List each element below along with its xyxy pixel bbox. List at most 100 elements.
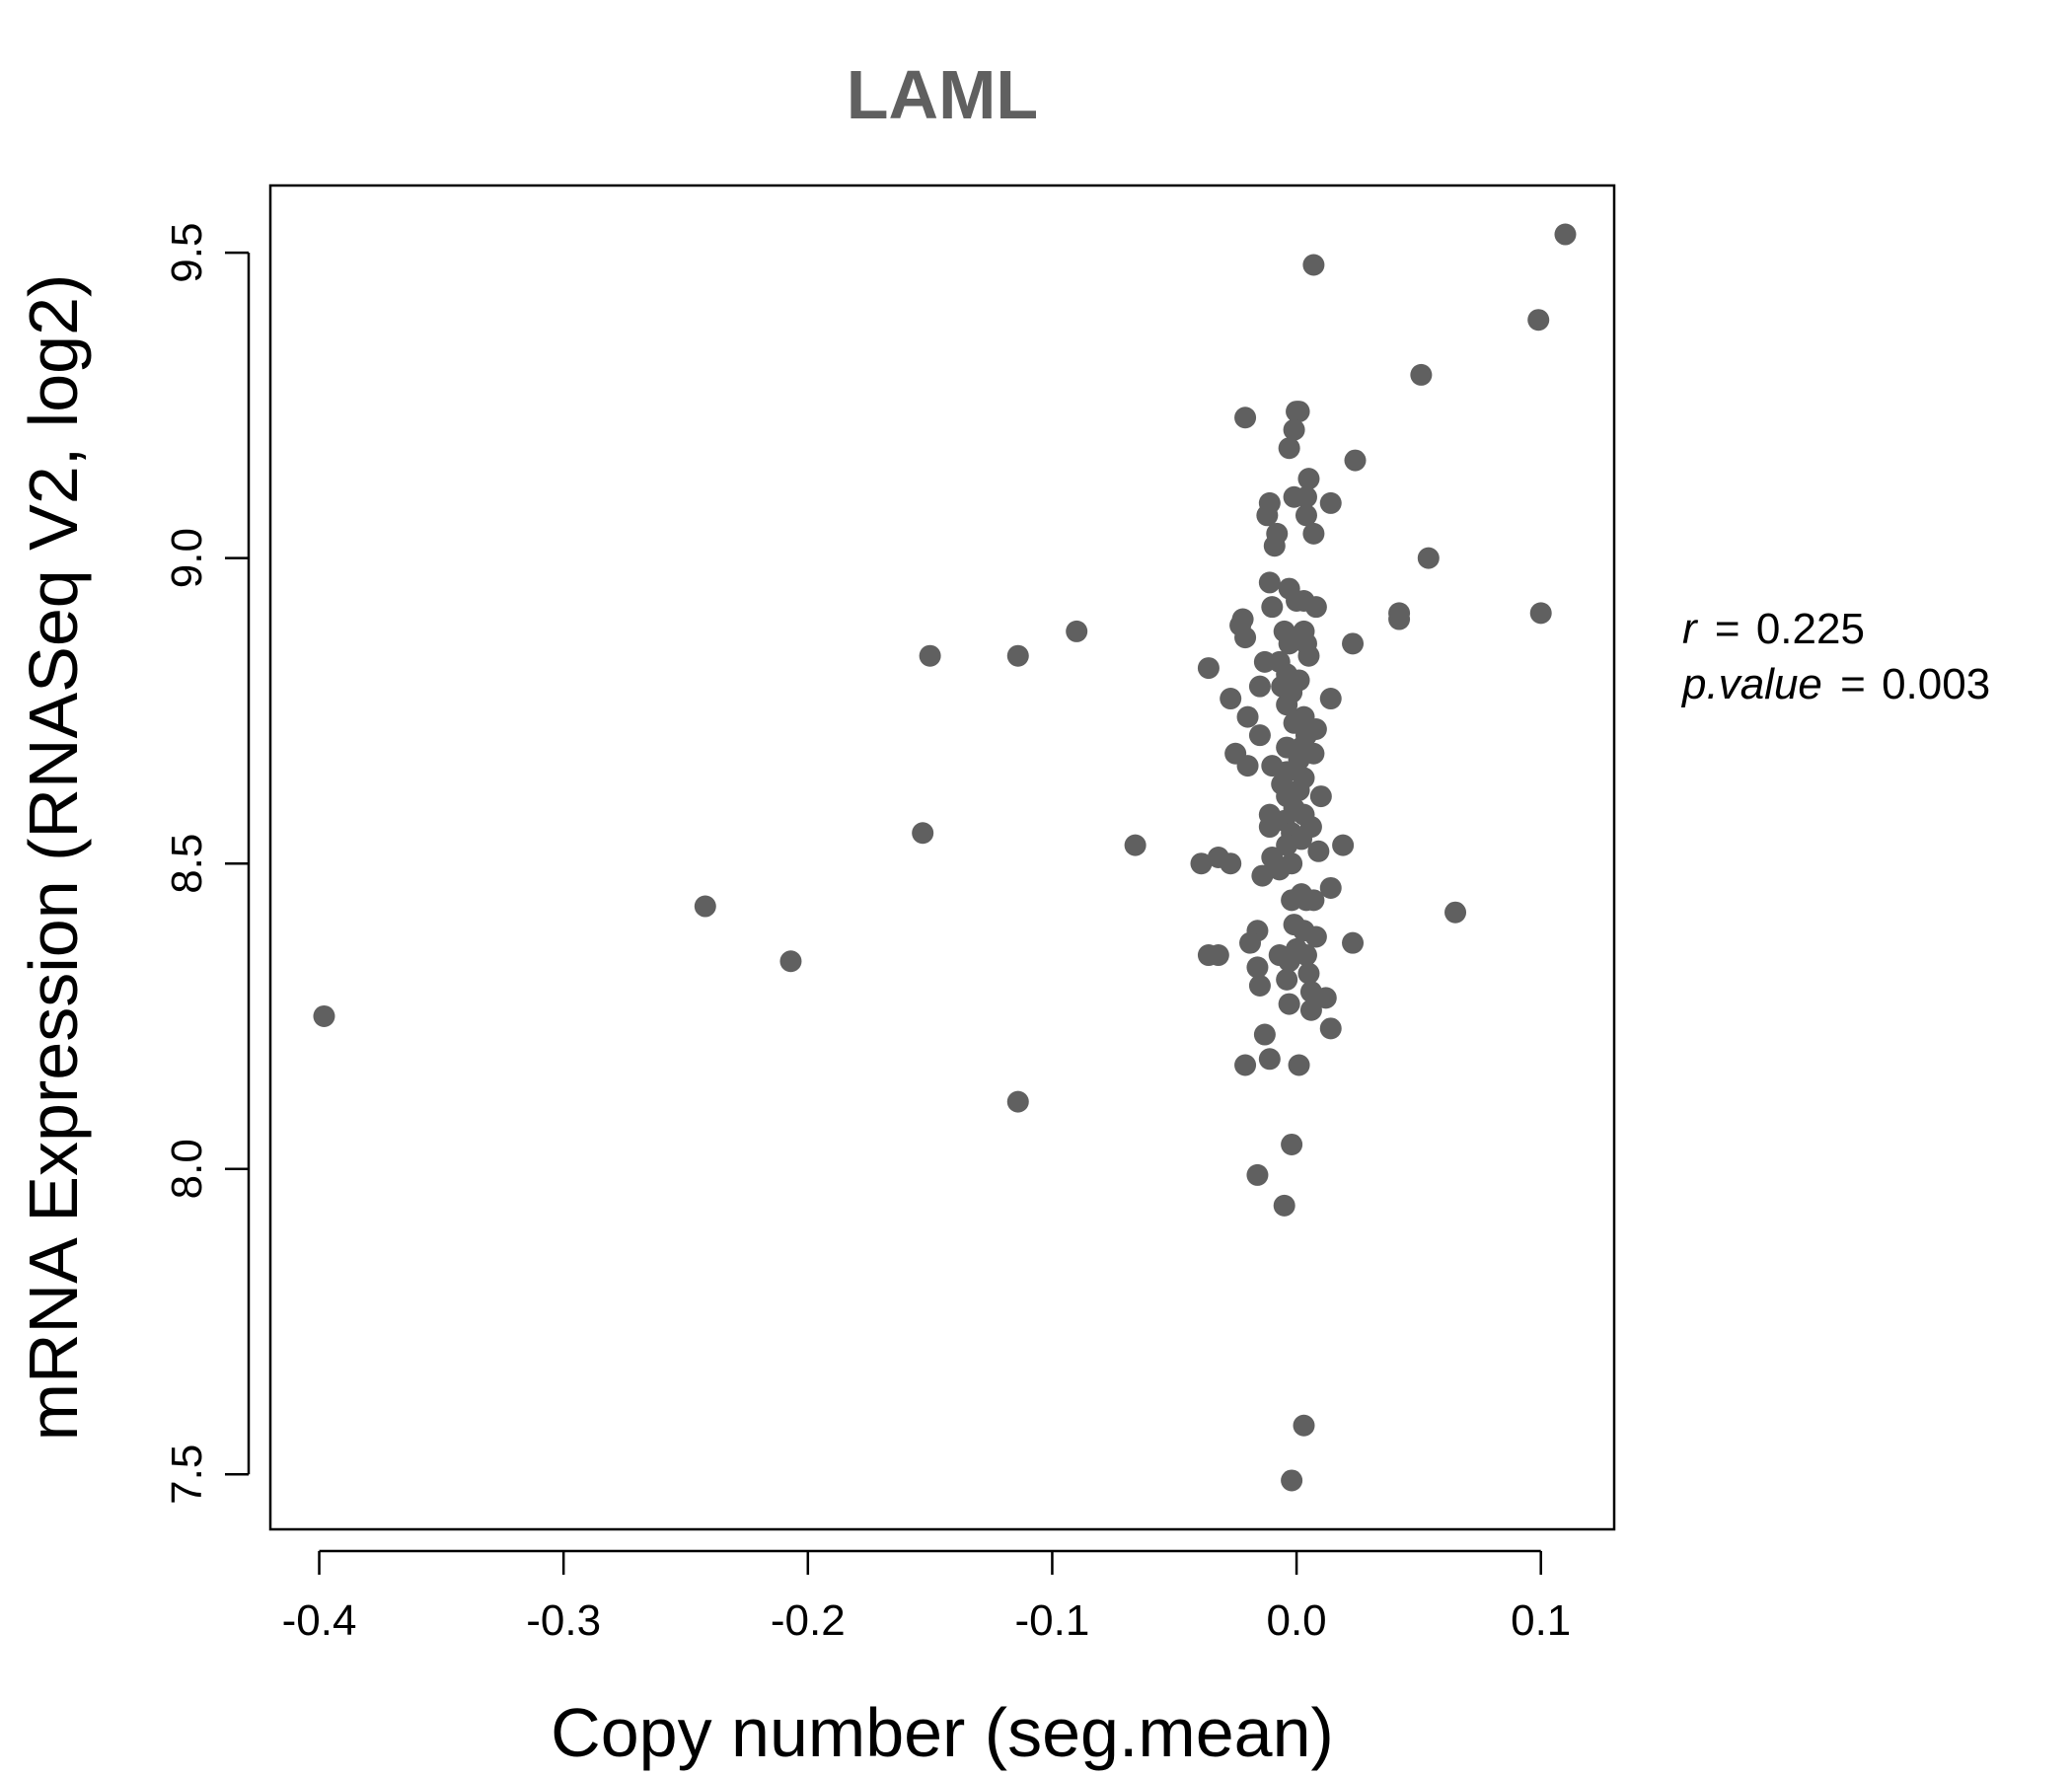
p-annotation: p.value = 0.003 (1680, 660, 1990, 708)
data-point (1248, 724, 1271, 747)
data-point (1342, 931, 1365, 954)
y-tick-label: 8.5 (163, 834, 211, 894)
data-point (1248, 675, 1271, 698)
data-point (1314, 987, 1337, 1009)
data-point (1297, 962, 1320, 985)
data-point (1220, 852, 1242, 875)
data-point (1332, 834, 1355, 856)
x-axis-label: Copy number (seg.mean) (551, 1694, 1334, 1771)
data-point (1236, 755, 1259, 777)
data-point (1302, 889, 1325, 912)
y-axis-label: mRNA Expression (RNASeq V2, log2) (15, 274, 92, 1442)
data-point (1256, 504, 1279, 527)
data-point (1207, 944, 1229, 967)
data-point (1283, 485, 1305, 508)
data-point (1258, 816, 1281, 839)
data-point (1319, 491, 1342, 514)
y-tick-label: 7.5 (163, 1444, 211, 1505)
data-point (1319, 1017, 1342, 1040)
data-point (1319, 876, 1342, 899)
data-point (1410, 363, 1433, 386)
y-tick-label: 9.5 (163, 223, 211, 283)
data-point (1234, 627, 1257, 649)
data-point (1388, 608, 1411, 630)
x-axis: -0.4 -0.3 -0.2 -0.1 0.0 0.1 (282, 1549, 1571, 1645)
y-tick-label: 9.0 (163, 528, 211, 588)
data-point (1197, 657, 1220, 680)
stats-annotation: r = 0.225 p.value = 0.003 (1680, 605, 1990, 708)
data-point (1299, 999, 1322, 1021)
data-point (1286, 401, 1308, 423)
y-tick-label: 8.0 (163, 1139, 211, 1199)
data-point (1307, 840, 1330, 862)
x-tick-label: 0.1 (1511, 1596, 1571, 1645)
data-point (1251, 864, 1274, 887)
data-point (1190, 852, 1213, 875)
data-point (1006, 644, 1029, 667)
data-point (912, 822, 934, 845)
data-point (1319, 688, 1342, 710)
data-point (1258, 571, 1281, 594)
x-tick-label: -0.3 (526, 1596, 601, 1645)
data-point (1278, 950, 1300, 973)
data-point (1281, 1469, 1303, 1492)
r-label: r (1682, 605, 1699, 653)
data-point (1302, 522, 1325, 545)
r-annotation: r = 0.225 (1682, 605, 1865, 653)
data-point (1236, 705, 1259, 728)
data-point (1276, 968, 1298, 991)
data-point (779, 950, 802, 973)
data-point (1278, 993, 1300, 1015)
data-point (1309, 785, 1332, 808)
data-point (1288, 1054, 1310, 1076)
data-point (1066, 620, 1088, 642)
data-point (1444, 901, 1467, 924)
data-point (1253, 1023, 1276, 1046)
data-point (1006, 1090, 1029, 1113)
r-value: 0.225 (1756, 605, 1865, 653)
data-point (1293, 1414, 1315, 1437)
data-point (1258, 1048, 1281, 1071)
plot-frame (268, 184, 1616, 1531)
data-point (1276, 694, 1298, 716)
p-label: p.value (1680, 660, 1822, 708)
data-point (1527, 309, 1550, 332)
data-point (1246, 956, 1269, 979)
data-points (313, 223, 1577, 1492)
r-equals: = (1715, 605, 1740, 653)
data-point (1234, 407, 1257, 429)
data-point (313, 1004, 335, 1027)
data-point (1344, 449, 1367, 472)
data-point (1124, 834, 1147, 856)
data-point (1234, 1054, 1257, 1076)
x-tick-label: 0.0 (1266, 1596, 1326, 1645)
data-point (1239, 931, 1262, 954)
chart-title: LAML (847, 56, 1038, 133)
data-point (1268, 858, 1291, 881)
data-point (1304, 925, 1327, 948)
data-point (1248, 975, 1271, 998)
x-tick-label: -0.1 (1015, 1596, 1090, 1645)
data-point (1297, 644, 1320, 667)
data-point (1263, 535, 1286, 557)
data-point (1295, 944, 1317, 967)
data-point (1297, 468, 1320, 490)
p-value: 0.003 (1882, 660, 1990, 708)
x-tick-label: -0.4 (282, 1596, 357, 1645)
data-point (1342, 632, 1365, 655)
data-point (1281, 889, 1303, 912)
x-tick-label: -0.2 (771, 1596, 846, 1645)
y-axis: 7.5 8.0 8.5 9.0 9.5 (163, 223, 251, 1505)
data-point (1283, 418, 1305, 441)
data-point (1261, 596, 1284, 619)
data-point (1246, 1163, 1269, 1186)
data-point (1278, 437, 1300, 460)
data-point (1417, 547, 1440, 569)
data-point (1220, 688, 1242, 710)
data-point (1304, 596, 1327, 619)
data-point (1273, 1194, 1295, 1217)
data-point (1281, 1133, 1303, 1155)
data-point (919, 644, 941, 667)
